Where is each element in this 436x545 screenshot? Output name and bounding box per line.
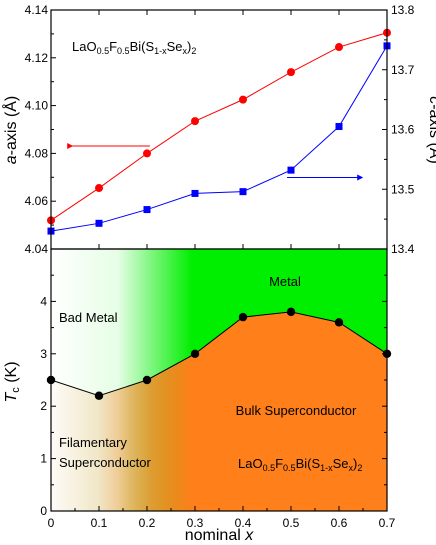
bottom-plot-frame [50,248,388,512]
top-right-axis-title: c-axis (Å) [426,96,436,164]
top-left-tick-label-0: 4.04 [25,242,49,256]
top-right-tick-label-3: 13.7 [391,63,415,77]
x-tick-label-5: 0.5 [283,516,300,530]
x-tick-label-2: 0.2 [139,516,156,530]
top-left-tick-label-2: 4.08 [25,146,49,160]
top-series-1-point-3 [191,189,199,197]
top-panel: 4.04 4.06 4.08 4.10 4.12 4.14 13.4 13.5 13.6 13.7… [1,3,436,256]
x-tick-label-1: 0.1 [91,516,108,530]
tc-point-6 [334,318,344,327]
top-right-tick-label-1: 13.5 [391,182,415,196]
phase-regions [51,249,387,511]
bottom-y-tick-label-0: 0 [40,504,47,518]
x-tick-label-4: 0.4 [235,516,252,530]
tc-point-1 [94,391,104,400]
top-right-tick-label-2: 13.6 [391,123,415,137]
top-formula: LaO0.5F0.5Bi(S1-xSex)2 [72,39,196,56]
region-filamentary-label-1: Filamentary [59,435,127,450]
top-series-0-point-3 [191,117,199,126]
region-filamentary-label-2: Superconductor [59,455,151,470]
bottom-y-tick-label-4: 4 [40,294,47,308]
tc-point-3 [190,349,200,358]
top-series-1-point-6 [335,123,343,131]
top-left-tick-label-3: 4.10 [25,99,49,113]
top-series-1-point-5 [287,166,295,174]
top-left-tick-label-4: 4.12 [25,51,49,65]
x-tick-label-6: 0.6 [331,516,348,530]
superconductor-region [51,311,387,511]
top-left-tick-label-1: 4.06 [25,194,49,208]
top-series-0-point-2 [143,149,151,158]
top-gridlines: 4.04 4.06 4.08 4.10 4.12 4.14 13.4 13.5 13.6 13.7… [25,3,415,256]
top-series-1-point-4 [239,188,247,196]
x-tick-label-0: 0 [48,516,55,530]
top-series-0-point-4 [239,95,247,104]
bottom-y-tick-label-2: 2 [40,399,47,413]
bottom-y-axis-title: Tc (K) [3,361,22,402]
bottom-y-tick-label-3: 3 [40,347,47,361]
top-series-1-point-1 [95,219,103,227]
top-series-0-point-5 [287,68,295,77]
bottom-formula: LaO0.5F0.5Bi(S1-xSex)2 [238,456,362,473]
tc-point-5 [286,307,296,317]
tc-point-2 [142,375,152,385]
x-tick-label-7: 0.7 [379,516,396,530]
bottom-panel: Metal Bad Metal Bulk Superconductor Fila… [3,248,396,544]
top-series-0-line [50,32,388,221]
x-tick-label-3: 0.3 [187,516,204,530]
tc-point-4 [238,312,248,322]
region-bad-metal-label: Bad Metal [59,310,118,325]
region-bulk-label: Bulk Superconductor [236,403,357,418]
top-series-1-point-2 [143,206,151,214]
x-axis-title: nominal x [185,527,254,544]
top-right-tick-label-4: 13.8 [391,3,415,17]
bottom-y-tick-label-1: 1 [40,452,47,466]
top-series-0-point-6 [335,43,343,52]
tc-line [50,311,388,397]
top-right-tick-label-0: 13.4 [391,242,415,256]
top-left-tick-label-5: 4.14 [25,3,49,17]
top-series-0-point-1 [95,184,103,193]
top-series [47,28,391,235]
top-left-axis-title: a-axis (Å) [1,96,20,164]
region-metal-label: Metal [269,274,301,289]
top-series-1-line [50,45,388,232]
